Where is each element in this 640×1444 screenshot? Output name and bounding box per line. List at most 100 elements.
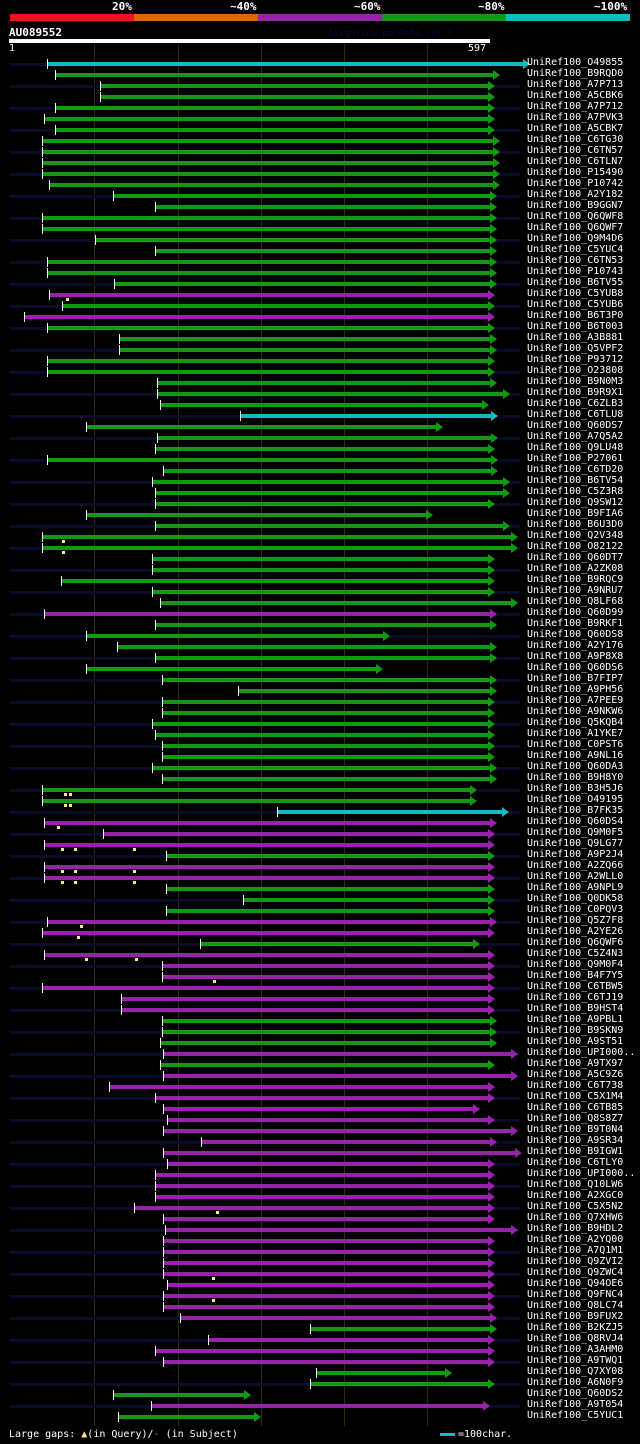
hit-label[interactable]: UniRef100_A7P713 xyxy=(527,79,624,90)
hit-bar[interactable] xyxy=(86,634,384,638)
alignment-row[interactable]: UniRef100_Q7XY08 xyxy=(0,1366,640,1379)
hit-label[interactable]: UniRef100_C6TG30 xyxy=(527,134,624,145)
hit-bar[interactable] xyxy=(42,799,471,803)
hit-bar[interactable] xyxy=(119,348,491,352)
alignment-row[interactable]: UniRef100_Q9SW12 xyxy=(0,497,640,510)
hit-label[interactable]: UniRef100_B9N0M3 xyxy=(527,376,624,387)
hit-label[interactable]: UniRef100_Q5Z7F8 xyxy=(527,915,624,926)
hit-label[interactable]: UniRef100_A7Q1M1 xyxy=(527,1245,624,1256)
hit-bar[interactable] xyxy=(163,1129,512,1133)
hit-bar[interactable] xyxy=(167,1162,489,1166)
hit-label[interactable]: UniRef100_B6U3D0 xyxy=(527,519,624,530)
alignment-row[interactable]: UniRef100_Q6QWF8 xyxy=(0,211,640,224)
hit-label[interactable]: UniRef100_Q9SW12 xyxy=(527,497,624,508)
hit-label[interactable]: UniRef100_Q6QWF8 xyxy=(527,211,624,222)
hit-bar[interactable] xyxy=(165,1228,512,1232)
hit-bar[interactable] xyxy=(42,172,494,176)
hit-bar[interactable] xyxy=(162,678,491,682)
hit-label[interactable]: UniRef100_P10742 xyxy=(527,178,624,189)
hit-bar[interactable] xyxy=(42,216,491,220)
hit-label[interactable]: UniRef100_UPI000.. xyxy=(527,1047,636,1058)
hit-bar[interactable] xyxy=(42,546,512,550)
alignment-row[interactable]: UniRef100_Q8RVJ4 xyxy=(0,1333,640,1346)
alignment-row[interactable]: UniRef100_A2YQ00 xyxy=(0,1234,640,1247)
hit-label[interactable]: UniRef100_A7PVK3 xyxy=(527,112,624,123)
alignment-row[interactable]: UniRef100_Q7XHW6 xyxy=(0,1212,640,1225)
alignment-row[interactable]: UniRef100_UPI000.. xyxy=(0,1168,640,1181)
hit-bar[interactable] xyxy=(44,953,489,957)
hit-bar[interactable] xyxy=(310,1327,491,1331)
hit-label[interactable]: UniRef100_A3B881 xyxy=(527,332,624,343)
alignment-row[interactable]: UniRef100_Q8LF68 xyxy=(0,596,640,609)
hit-bar[interactable] xyxy=(157,392,504,396)
hit-bar[interactable] xyxy=(47,62,524,66)
alignment-row[interactable]: UniRef100_O82122 xyxy=(0,541,640,554)
hit-bar[interactable] xyxy=(162,700,489,704)
alignment-row[interactable]: UniRef100_C0PST6 xyxy=(0,739,640,752)
hit-bar[interactable] xyxy=(166,854,489,858)
alignment-row[interactable]: UniRef100_Q0DK58 xyxy=(0,893,640,906)
alignment-row[interactable]: UniRef100_B6T003 xyxy=(0,321,640,334)
hit-label[interactable]: UniRef100_Q2V348 xyxy=(527,530,624,541)
hit-label[interactable]: UniRef100_B9HST4 xyxy=(527,1003,624,1014)
hit-bar[interactable] xyxy=(163,1052,512,1056)
alignment-row[interactable]: UniRef100_C5YUB6 xyxy=(0,299,640,312)
hit-label[interactable]: UniRef100_Q60DS4 xyxy=(527,816,624,827)
hit-label[interactable]: UniRef100_P93712 xyxy=(527,354,624,365)
hit-bar[interactable] xyxy=(42,227,491,231)
hit-bar[interactable] xyxy=(42,931,489,935)
hit-bar[interactable] xyxy=(157,436,492,440)
alignment-row[interactable]: UniRef100_A7PVK3 xyxy=(0,112,640,125)
hit-label[interactable]: UniRef100_B9RKF1 xyxy=(527,618,624,629)
alignment-row[interactable]: UniRef100_A9TWQ1 xyxy=(0,1355,640,1368)
alignment-row[interactable]: UniRef100_C5Z3R8 xyxy=(0,486,640,499)
alignment-row[interactable]: UniRef100_A5C9Z6 xyxy=(0,1069,640,1082)
hit-bar[interactable] xyxy=(47,920,491,924)
hit-label[interactable]: UniRef100_C6TLU8 xyxy=(527,409,624,420)
hit-bar[interactable] xyxy=(155,205,491,209)
hit-bar[interactable] xyxy=(162,975,489,979)
hit-bar[interactable] xyxy=(47,458,492,462)
hit-label[interactable]: UniRef100_A2ZQ66 xyxy=(527,860,624,871)
alignment-row[interactable]: UniRef100_A3AHM0 xyxy=(0,1344,640,1357)
alignment-row[interactable]: UniRef100_B9RQC9 xyxy=(0,574,640,587)
hit-bar[interactable] xyxy=(100,84,489,88)
hit-bar[interactable] xyxy=(162,744,489,748)
hit-bar[interactable] xyxy=(86,513,427,517)
hit-bar[interactable] xyxy=(42,139,494,143)
hit-label[interactable]: UniRef100_O49855 xyxy=(527,57,624,68)
alignment-row[interactable]: UniRef100_Q9FNC4 xyxy=(0,1289,640,1302)
alignment-row[interactable]: UniRef100_C6TD20 xyxy=(0,464,640,477)
hit-bar[interactable] xyxy=(47,271,491,275)
hit-bar[interactable] xyxy=(42,535,512,539)
hit-label[interactable]: UniRef100_Q0DK58 xyxy=(527,893,624,904)
alignment-row[interactable]: UniRef100_C6TLU8 xyxy=(0,409,640,422)
hit-label[interactable]: UniRef100_P10743 xyxy=(527,266,624,277)
hit-bar[interactable] xyxy=(44,612,491,616)
hit-bar[interactable] xyxy=(100,95,489,99)
hit-label[interactable]: UniRef100_B3H5J6 xyxy=(527,783,624,794)
alignment-row[interactable]: UniRef100_A9NPL9 xyxy=(0,882,640,895)
hit-bar[interactable] xyxy=(62,304,489,308)
alignment-row[interactable]: UniRef100_C6TN57 xyxy=(0,145,640,158)
hit-label[interactable]: UniRef100_A2YQ00 xyxy=(527,1234,624,1245)
hit-label[interactable]: UniRef100_A7Q5A2 xyxy=(527,431,624,442)
alignment-row[interactable]: UniRef100_C6TJ19 xyxy=(0,992,640,1005)
hit-label[interactable]: UniRef100_P15490 xyxy=(527,167,624,178)
hit-bar[interactable] xyxy=(163,1360,489,1364)
hit-label[interactable]: UniRef100_C0PQV3 xyxy=(527,904,624,915)
alignment-row[interactable]: UniRef100_C6TLY0 xyxy=(0,1157,640,1170)
hit-bar[interactable] xyxy=(42,150,494,154)
alignment-row[interactable]: UniRef100_Q60D99 xyxy=(0,607,640,620)
alignment-row[interactable]: UniRef100_A7P712 xyxy=(0,101,640,114)
hit-label[interactable]: UniRef100_B6TV54 xyxy=(527,475,624,486)
hit-label[interactable]: UniRef100_C5YUC1 xyxy=(527,1410,624,1421)
hit-label[interactable]: UniRef100_A2Y182 xyxy=(527,189,624,200)
alignment-row[interactable]: UniRef100_A9TX97 xyxy=(0,1058,640,1071)
alignment-row[interactable]: UniRef100_A7P713 xyxy=(0,79,640,92)
alignment-row[interactable]: UniRef100_P27061 xyxy=(0,453,640,466)
hit-label[interactable]: UniRef100_Q9ZVI2 xyxy=(527,1256,624,1267)
hit-label[interactable]: UniRef100_C5YUC4 xyxy=(527,244,624,255)
hit-bar[interactable] xyxy=(152,722,489,726)
hit-label[interactable]: UniRef100_Q60D99 xyxy=(527,607,624,618)
